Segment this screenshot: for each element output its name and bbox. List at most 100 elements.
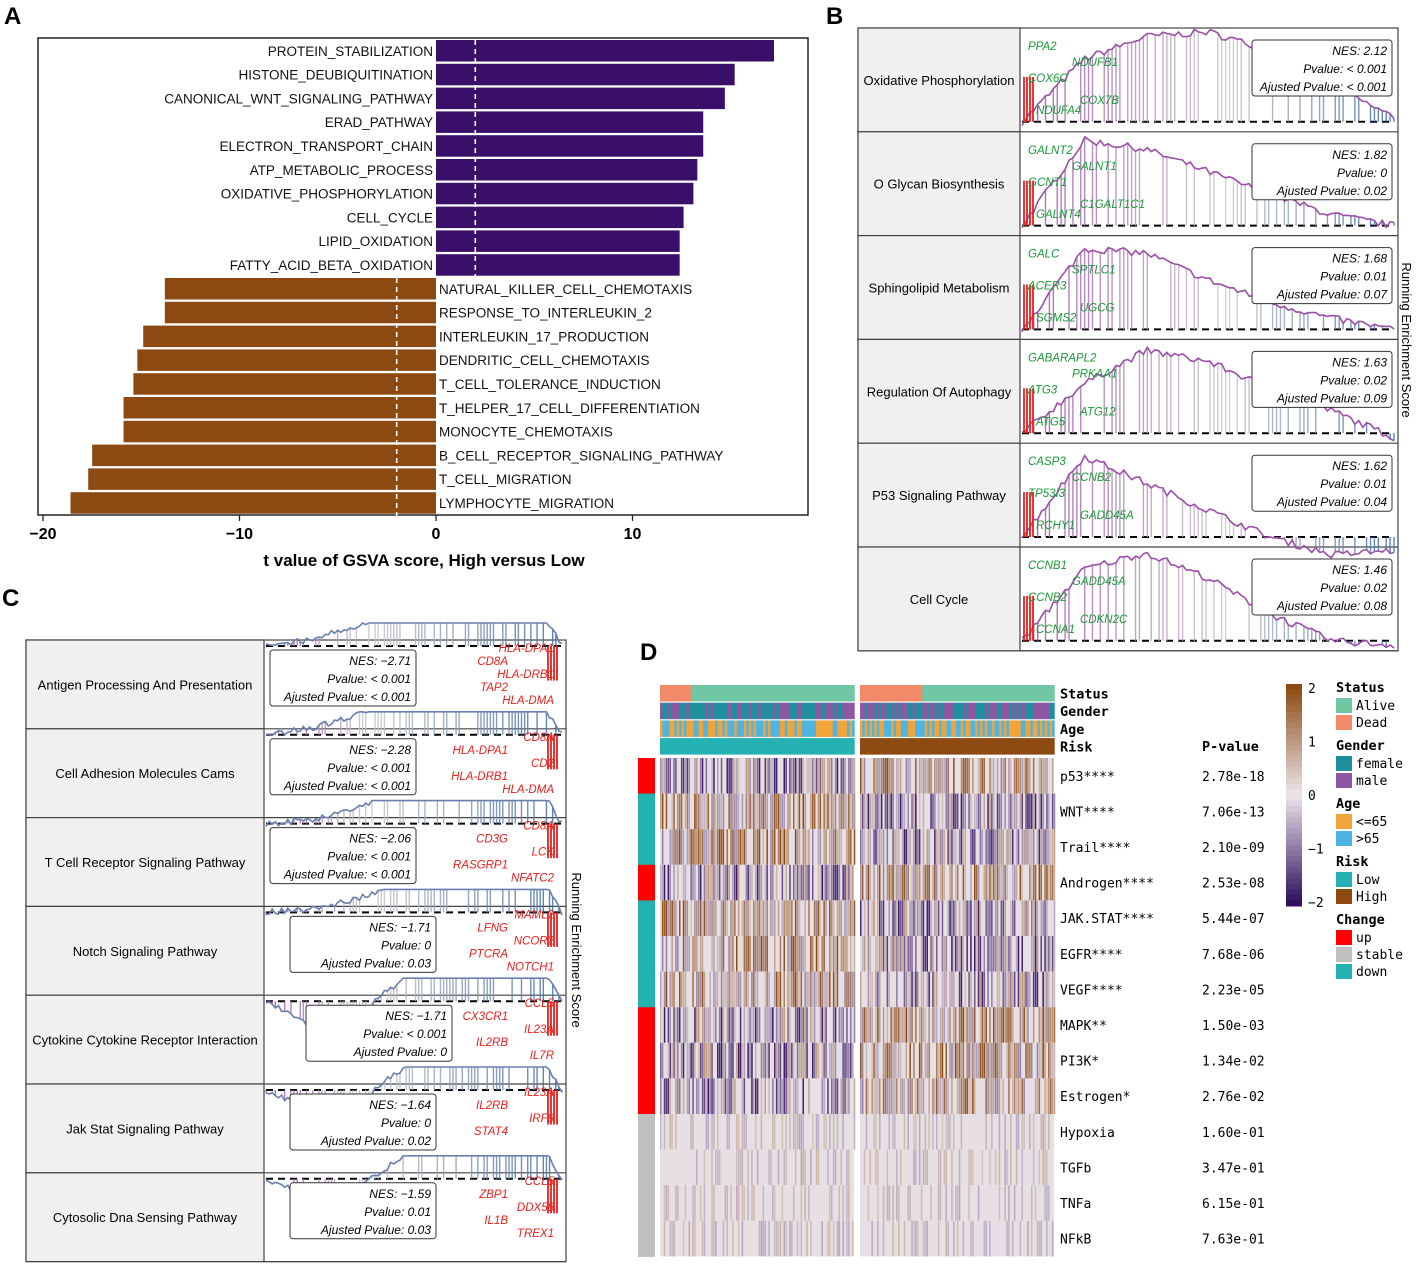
heatmap-cell	[724, 864, 727, 901]
heatmap-cell	[947, 758, 949, 794]
annotation-cell	[693, 685, 697, 702]
heatmap-cell	[899, 1149, 902, 1186]
heatmap-cell	[949, 793, 951, 830]
heatmap-cell	[831, 1185, 833, 1221]
heatmap-cell	[936, 1078, 938, 1114]
heatmap-cell	[972, 758, 974, 794]
annotation-cell	[842, 720, 846, 737]
color-scale-step	[1286, 739, 1302, 746]
heatmap-cell	[755, 1078, 757, 1114]
heatmap-cell	[1040, 1114, 1042, 1150]
change-bar-stable	[638, 1185, 655, 1222]
annotation-cell	[881, 738, 885, 755]
annotation-cell	[1035, 738, 1038, 755]
annotation-cell	[953, 702, 957, 720]
heatmap-cell	[977, 900, 980, 936]
annotation-cell	[941, 702, 945, 720]
heatmap-cell	[873, 1114, 875, 1150]
heatmap-cell	[996, 864, 999, 901]
heatmap-cell	[896, 900, 898, 936]
heatmap-cell	[905, 971, 908, 1008]
stat-nes: NES: 1.63	[1332, 355, 1387, 369]
heatmap-cell	[1044, 829, 1046, 865]
annotation-cell	[884, 702, 887, 720]
annotation-cell	[708, 720, 711, 737]
heatmap-cell	[968, 900, 970, 936]
heatmap-cell	[783, 971, 785, 1008]
annotation-cell	[691, 685, 694, 702]
annotation-cell	[946, 702, 950, 720]
heatmap-cell	[705, 793, 708, 830]
gene-label: NOTCH1	[507, 961, 554, 973]
heatmap-cell	[901, 936, 904, 972]
category-label: B_CELL_RECEPTOR_SIGNALING_PATHWAY	[439, 448, 723, 463]
heatmap-cell	[1046, 1149, 1048, 1186]
heatmap-cell	[1031, 793, 1033, 830]
heatmap-cell	[945, 936, 947, 972]
heatmap-cell	[772, 1114, 774, 1150]
heatmap-cell	[831, 900, 833, 936]
annotation-cell	[796, 720, 800, 737]
es-curve	[265, 799, 563, 827]
gene-label: PRKAA1	[1072, 368, 1117, 380]
heatmap-cell	[922, 864, 925, 901]
gene-label: HLA-DRB1	[451, 771, 508, 783]
annotation-cell	[729, 702, 733, 720]
annotation-cell	[922, 702, 926, 720]
heatmap-cell	[832, 793, 835, 830]
heatmap-cell	[979, 1007, 982, 1043]
heatmap-cell	[802, 829, 804, 865]
annotation-cell	[929, 720, 933, 737]
annotation-cell	[977, 720, 981, 737]
gene-label: CCNB2	[1072, 472, 1112, 484]
annotation-cell	[686, 720, 690, 737]
annotation-cell	[748, 738, 752, 755]
stat-pvalue: Pvalue: < 0.001	[327, 672, 411, 686]
annotation-cell	[720, 738, 723, 755]
stat-pvalue: Pvalue: 0.01	[1320, 270, 1387, 284]
heatmap-cell	[894, 900, 896, 936]
heatmap-cell	[962, 829, 965, 865]
heatmap-cell	[1012, 1078, 1014, 1114]
heatmap-cell	[850, 1007, 852, 1043]
annotation-cell	[847, 685, 850, 702]
heatmap-cell	[1015, 758, 1018, 794]
annotation-cell	[970, 738, 974, 755]
pathway-name: T Cell Receptor Signaling Pathway	[45, 855, 246, 870]
annotation-cell	[753, 685, 757, 702]
heatmap-cell	[853, 1114, 856, 1150]
heatmap-cell	[785, 1078, 787, 1114]
annotation-cell	[989, 738, 993, 755]
heatmap-cell	[928, 1007, 930, 1043]
heatmap-cell	[673, 1220, 675, 1257]
heatmap-cell	[875, 1007, 877, 1043]
annotation-cell	[705, 685, 709, 702]
heatmap-cell	[850, 1042, 852, 1079]
annotation-cell	[944, 685, 947, 702]
heatmap-cell	[675, 1042, 677, 1079]
annotation-cell	[748, 702, 752, 720]
heatmap-cell	[918, 829, 921, 865]
stat-padj: Ajusted Pvalue: < 0.001	[283, 779, 411, 793]
stat-padj: Ajusted Pvalue: < 0.001	[1259, 80, 1387, 94]
heatmap-cell	[1044, 1185, 1046, 1221]
heatmap-cell	[688, 936, 690, 972]
heatmap-cell	[764, 1078, 766, 1114]
heatmap-cell	[661, 758, 664, 794]
annotation-cell	[1013, 702, 1017, 720]
heatmap-cell	[743, 1042, 746, 1079]
heatmap-cell	[661, 900, 664, 936]
annotation-cell	[698, 685, 702, 702]
heatmap-cell	[905, 936, 908, 972]
heatmap-cell	[1000, 900, 1003, 936]
heatmap-cell	[751, 1185, 753, 1221]
heatmap-cell	[718, 793, 721, 830]
stat-nes: NES: 1.68	[1332, 252, 1387, 266]
heatmap-cell	[886, 758, 889, 794]
heatmap-cell	[682, 900, 685, 936]
bar-natural_killer_cell_chemotaxis	[164, 278, 436, 300]
heatmap-cell	[698, 864, 700, 901]
annotation-cell	[787, 702, 790, 720]
heatmap-cell	[867, 829, 870, 865]
heatmap-cell	[701, 1078, 704, 1114]
